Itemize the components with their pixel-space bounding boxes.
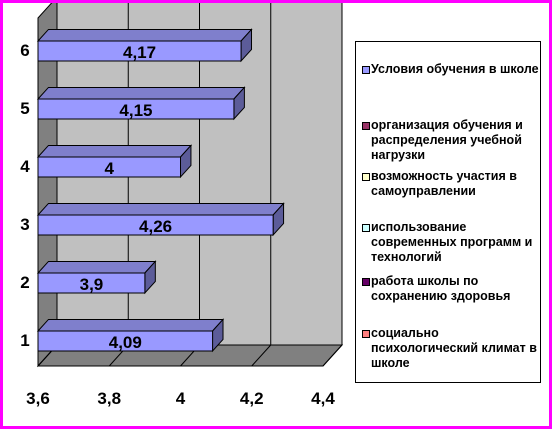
bar-top bbox=[36, 86, 246, 100]
legend-label-2: организация обучения и распределения уче… bbox=[371, 118, 523, 162]
x-tick-label: 4,4 bbox=[311, 389, 335, 408]
legend-label-1: Условия обучения в школе bbox=[371, 62, 539, 76]
legend-label-5: работа школы по сохранению здоровья bbox=[371, 274, 511, 303]
bar-top bbox=[36, 28, 253, 42]
bar bbox=[37, 214, 274, 236]
data-label: 4,09 bbox=[109, 333, 142, 352]
bar bbox=[37, 98, 235, 120]
legend-label-6: социально психологический климат в школе bbox=[371, 326, 537, 370]
data-label: 4,17 bbox=[123, 43, 156, 62]
bar bbox=[37, 330, 214, 352]
bar-top bbox=[36, 318, 225, 332]
x-tick-label: 4,2 bbox=[240, 389, 264, 408]
category-label: 3 bbox=[20, 215, 29, 234]
legend-swatch-2 bbox=[362, 122, 370, 130]
bar-top bbox=[36, 260, 157, 274]
chart-frame: 4,09 1 3,9 2 4,26 3 4 4 4,15 5 4,17 6 3,6 3,8 4 4,2 4,4 … bbox=[3, 3, 549, 426]
bar bbox=[37, 272, 146, 294]
legend-swatch-5 bbox=[362, 278, 370, 286]
legend-label-4: использование современных программ и тех… bbox=[371, 220, 533, 264]
category-label: 4 bbox=[20, 157, 30, 176]
legend-swatch-6 bbox=[362, 330, 370, 338]
data-label: 4,15 bbox=[119, 101, 152, 120]
data-label: 3,9 bbox=[80, 275, 104, 294]
x-tick-label: 3,6 bbox=[26, 389, 50, 408]
floor-gridline bbox=[251, 344, 272, 367]
bar bbox=[37, 40, 242, 62]
floor-gridline bbox=[322, 344, 343, 367]
data-label: 4 bbox=[105, 159, 115, 178]
legend-swatch-1 bbox=[362, 66, 370, 74]
category-label: 5 bbox=[20, 99, 29, 118]
legend-swatch-3 bbox=[362, 173, 370, 181]
x-tick-label: 3,8 bbox=[97, 389, 121, 408]
data-label: 4,26 bbox=[139, 217, 172, 236]
legend-label-3: возможность участия в самоуправлении bbox=[371, 169, 517, 198]
bar-top bbox=[36, 202, 285, 216]
bar bbox=[37, 156, 181, 178]
bar-top bbox=[36, 144, 193, 158]
category-label: 1 bbox=[20, 331, 29, 350]
bar-chart: 4,09 1 3,9 2 4,26 3 4 4 4,15 5 4,17 6 3,6 3,8 4 4,2 4,4 bbox=[20, 3, 344, 408]
legend-swatch-4 bbox=[362, 224, 370, 232]
x-tick-label: 4 bbox=[176, 389, 186, 408]
legend: Условия обучения в школе организация обу… bbox=[355, 41, 541, 383]
category-label: 2 bbox=[20, 273, 29, 292]
category-label: 6 bbox=[20, 41, 29, 60]
